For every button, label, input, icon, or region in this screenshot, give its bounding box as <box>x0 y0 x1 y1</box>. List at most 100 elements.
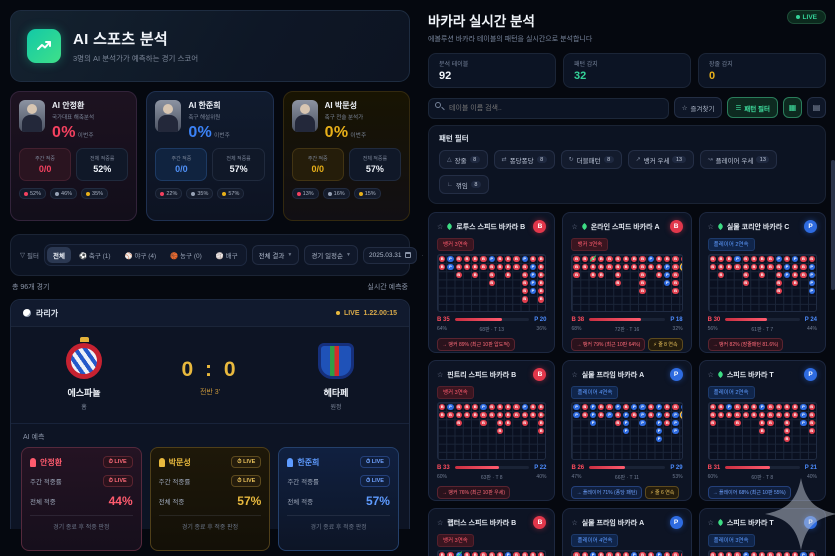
result-select[interactable]: 전체 결과 ▼ <box>251 245 300 265</box>
road-bead: B <box>488 271 495 279</box>
pattern-chip[interactable]: ↻ 더블패턴 8 <box>560 150 622 169</box>
pattern-filter-button[interactable]: ☰ 패턴 필터 <box>727 97 778 118</box>
road-bead: P <box>606 411 613 418</box>
road-bead: P <box>529 271 537 279</box>
pattern-panel-label: 패턴 필터 <box>439 134 469 143</box>
ai-pred-label: AI 예측 <box>23 434 45 441</box>
baccarat-table-card[interactable]: ☆ 핀트리 스피드 바카라 B B 뱅커 3연속 B P B B B P B B B B P B B B B B B B B… <box>428 360 556 501</box>
road-bead: B <box>529 411 537 418</box>
road-bead: B <box>455 271 462 279</box>
baccarat-table-card[interactable]: ☆ 스피드 바카라 T P 플레이어 2연속 B B P B B B P B B B B P B B B B B B B B B… <box>698 360 826 501</box>
banker-count: B 30 <box>707 316 721 323</box>
road-bead: B <box>631 411 638 418</box>
analyst-card[interactable]: AI 안정환 국가대표 해축분석 0% 이번주 주간 적중 0/0 전체 적중률 52% 52%… <box>10 91 138 221</box>
road-bead: B <box>717 411 725 418</box>
road-bead: B <box>750 403 758 410</box>
road-bead: B <box>488 411 495 418</box>
road-bead: B <box>672 271 679 279</box>
sport-filter-item[interactable]: ⚽ 축구 (1) <box>78 253 111 260</box>
road-bead: B <box>767 255 774 262</box>
pattern-leaf-icon <box>716 370 724 379</box>
sport-filter-all[interactable]: 전체 <box>46 247 71 263</box>
date-from-input[interactable]: 2025.03.31 <box>362 246 417 264</box>
star-icon[interactable]: ☆ <box>707 223 714 231</box>
road-bead: P <box>447 403 454 410</box>
analyst-week-pct: 0% 이번주 <box>52 124 94 141</box>
banker-count: B 33 <box>437 464 450 471</box>
road-bead: B <box>472 263 479 270</box>
road-bead: P <box>775 255 782 262</box>
pattern-chip[interactable]: ⇄ 퐁당퐁당 8 <box>493 150 555 169</box>
stat-label: 주간 적중 <box>171 156 192 162</box>
search-input[interactable] <box>428 98 669 119</box>
pattern-chip[interactable]: ↝ 플레이어 우세 13 <box>699 150 778 169</box>
sport-filter-item[interactable]: 🏐 배구 <box>215 253 238 260</box>
road-bead: B <box>472 271 479 279</box>
star-icon[interactable]: ☆ <box>707 519 714 527</box>
baccarat-table-card[interactable]: ☆랩터스 스피드 바카라 B B 뱅커 3연속 BBPBBBBBPBBBBBBBBBB… <box>428 508 556 556</box>
star-icon[interactable]: ☆ <box>571 223 578 231</box>
star-icon[interactable]: ☆ <box>707 371 714 379</box>
baccarat-table-card[interactable]: ☆실물 프라임 바카라 A P 플레이어 4연속 BBPBBBBPBBPBBBBBBB… <box>562 508 692 556</box>
analyst-card[interactable]: AI 한준희 축구 해설위원 0% 이번주 주간 적중 0/0 전체 적중률 57% 22% 35… <box>146 91 274 221</box>
road-bead: P <box>783 263 791 270</box>
baccarat-table-card[interactable]: ☆ 스피드 바카라 T P 플레이어 3연속 BBBBPBBBBBBPBBBBBBBBB… <box>698 508 826 556</box>
bp-ratio-fill <box>454 318 503 321</box>
road-bead: P <box>655 419 663 427</box>
road-bead: B <box>455 419 462 427</box>
road-bead: B <box>505 255 512 262</box>
sport-filter-item[interactable]: 🏀 농구 (0) <box>170 253 202 260</box>
road-bead: B <box>759 551 766 556</box>
pattern-chip[interactable]: ∟ 꺾임 8 <box>439 175 489 194</box>
analyst-card[interactable]: AI 박문성 축구 전술 분석가 0% 이번주 주간 적중 0/0 전체 적중률 57% 13%… <box>282 91 410 221</box>
road-bead: B <box>496 255 504 262</box>
analyst-badge: 35% <box>186 188 214 199</box>
stat-label: 전체 적중률 <box>362 156 388 162</box>
road-bead: P <box>622 419 630 427</box>
star-icon[interactable]: ☆ <box>437 371 444 379</box>
grid-view-button[interactable]: ▦ <box>783 97 802 118</box>
road-bead: B <box>513 551 520 556</box>
scrollbar-thumb[interactable] <box>831 160 835 290</box>
favorites-button[interactable]: ☆ 즐겨찾기 <box>673 97 723 118</box>
analyst-cards: AI 안정환 국가대표 해축분석 0% 이번주 주간 적중 0/0 전체 적중률 52% 52%… <box>10 91 410 221</box>
analyst-name: AI 한준희 <box>188 101 221 110</box>
baccarat-subtitle: 에볼루션 바카라 테이블의 패턴을 실시간으로 분석합니다 <box>428 36 593 43</box>
live-match-card[interactable]: 라리가 LIVE 1.22.00:15 에스파뇰 홈 0 : 0 전반 3' 헤타… <box>10 299 410 551</box>
star-icon[interactable]: ☆ <box>571 519 578 527</box>
star-icon[interactable]: ☆ <box>437 519 444 527</box>
stat-label: 분석 테이블 <box>439 62 469 68</box>
round-total: 72판 · T 16 <box>614 326 640 333</box>
analyst-badge: 13% <box>291 188 319 199</box>
round-total: 63판 · T 8 <box>480 474 503 481</box>
banker-pct: 56% <box>707 325 718 332</box>
star-icon[interactable]: ☆ <box>437 223 444 231</box>
road-bead: B <box>709 403 716 410</box>
road-bead: B <box>472 403 479 410</box>
prediction-card: 한준희 ⏱ LIVE 주간 적중률 ⏱ LIVE 전체 적중 57% 경기 종료 후 적중 … <box>278 447 399 551</box>
road-bead: B <box>750 551 758 556</box>
road-bead: B <box>792 271 799 279</box>
live-dot-icon <box>795 15 800 19</box>
road-bead: P <box>800 551 807 556</box>
road-bead: B <box>622 255 630 262</box>
pattern-chip-icon: △ <box>447 157 452 163</box>
list-view-button[interactable]: ▤ <box>807 97 826 118</box>
road-bead: B <box>664 255 671 262</box>
sort-select[interactable]: 경기 일정순 ▼ <box>304 245 358 265</box>
road-bead: P <box>622 411 630 418</box>
live-pill: ⏱ LIVE <box>102 475 133 487</box>
pattern-chip[interactable]: ↗ 뱅커 우세 13 <box>627 150 694 169</box>
road-bead: B <box>672 288 679 295</box>
road-bead: B <box>783 255 791 262</box>
pattern-chip[interactable]: △ 장줄 8 <box>439 150 488 169</box>
pattern-chip-label: 플레이어 우세 <box>715 157 754 165</box>
star-icon[interactable]: ☆ <box>571 371 578 379</box>
road-bead: B <box>606 255 613 262</box>
person-icon <box>30 457 36 467</box>
sport-filter-item[interactable]: ⚾ 야구 (4) <box>124 253 157 260</box>
